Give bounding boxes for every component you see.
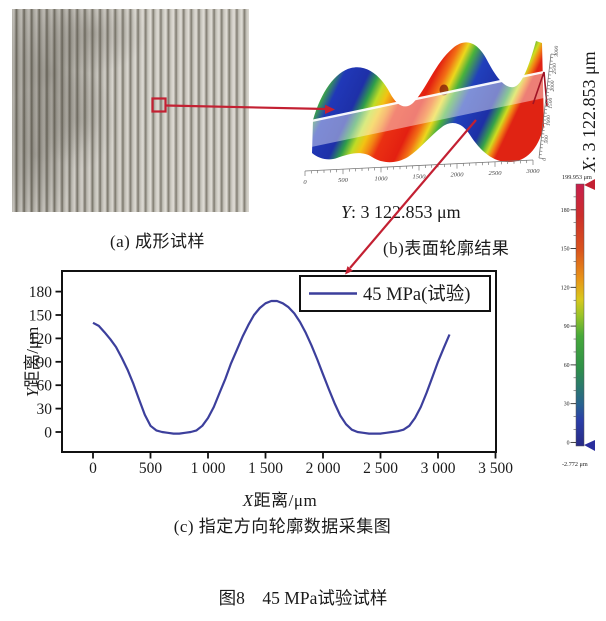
x-axis-title: X距离/μm: [242, 491, 318, 510]
y-tick-label: 0: [44, 425, 52, 442]
y-tick-label: 120: [29, 331, 53, 348]
annotation-x-range: X: 3 122.853 μm: [579, 8, 600, 172]
legend-label: 45 MPa(试验): [363, 284, 470, 305]
x-tick-label: 2 500: [363, 460, 398, 477]
legend: 45 MPa(试验): [299, 275, 491, 312]
axis3d-right-tick: [540, 140, 546, 142]
section-edge-lines: [532, 71, 548, 107]
axis3d-right-label: 0: [542, 158, 548, 161]
panel-a-caption: (a) 成形试样: [109, 232, 206, 251]
axis3d-right-tick: [542, 122, 548, 125]
colorbar-tick-label: 180: [561, 208, 570, 214]
x-tick-label: 1 500: [248, 460, 283, 477]
colorbar-ticks: 180 150 120 90 60 30 0: [561, 196, 576, 446]
axis3d-right-tick: [550, 53, 556, 55]
annotation-y-range: Y: 3 122.853 μm: [341, 202, 461, 223]
annotation-y-var: Y: [341, 202, 352, 222]
section-line: [296, 70, 545, 126]
colorbar-gradient: [575, 183, 585, 447]
axis3d-bottom-label: 500: [338, 177, 349, 184]
colorbar-tick-label: 30: [564, 402, 570, 408]
colorbar-max-marker: [584, 179, 595, 190]
x-tick-label: 3 500: [478, 460, 513, 477]
axis3d-right-tick: [546, 88, 552, 90]
y-tick-label: 150: [29, 308, 53, 325]
plot-dynamic: 0 500 1 000 1 500 2 000 2 500 3 000 3 500 0 30 60 9…: [29, 284, 513, 477]
axis3d-bottom-label: 0: [303, 179, 307, 186]
axis3d-right-tick: [544, 105, 550, 107]
x-tick-label: 3 000: [421, 460, 456, 477]
y-tick-label: 180: [29, 284, 53, 301]
axis3d-bottom-label: 1000: [375, 175, 389, 182]
axis3d-right-label: 3000: [554, 46, 560, 58]
panel-b-caption: (b)表面轮廓结果: [383, 239, 510, 258]
axis3d-bottom-label: 3000: [526, 168, 541, 175]
annotation-x-text: : 3 122.853 μm: [579, 51, 599, 161]
colorbar-tick-label: 90: [564, 324, 570, 330]
y-tick-label: 90: [37, 354, 53, 371]
axis3d-right-label: 2000: [550, 80, 556, 91]
colorbar-tick-label: 120: [561, 285, 570, 291]
colorbar: 199.953 μm 180 150 120 90 60 30 0 -2.772 μm: [561, 174, 595, 468]
annotation-y-text: : 3 122.853 μm: [351, 202, 461, 222]
axis3d-right-label: 1500: [548, 98, 554, 109]
axis3d-bottom-label: 2000: [451, 172, 465, 179]
y-tick-label: 30: [37, 401, 53, 418]
x-tick-label: 500: [139, 460, 163, 477]
axis3d-right-tick: [538, 157, 544, 159]
colorbar-tick-label: 0: [567, 440, 570, 446]
profile-plot: 0 500 1 000 1 500 2 000 2 500 3 000 3 500 0 30 60 9…: [23, 270, 513, 477]
x-tick-label: 1 000: [191, 460, 226, 477]
x-tick-label: 2 000: [306, 460, 341, 477]
figure-caption: 图8 45 MPa试验试样: [218, 588, 388, 608]
colorbar-tick-label: 150: [561, 247, 570, 253]
colorbar-min-label: -2.772 μm: [562, 461, 588, 468]
axis3d-right-tick: [548, 70, 554, 73]
axis3d-bottom-label: 2500: [489, 170, 503, 177]
y-axis-title: Y距离/μm: [23, 327, 42, 398]
annotation-x-var: X: [579, 161, 599, 172]
surface-3d-plot: 0 500 1000 1500 2000 2500 3000 0 500 1000 1500 2000…: [296, 41, 560, 186]
axis3d-right-label: 500: [544, 135, 550, 144]
axis3d-right-label: 1000: [546, 115, 552, 126]
panel-c-caption: (c) 指定方向轮廓数据采集图: [173, 517, 392, 536]
x-tick-label: 0: [89, 460, 97, 477]
axis3d-bottom-label: 1500: [413, 174, 427, 181]
colorbar-max-label: 199.953 μm: [562, 174, 592, 181]
colorbar-min-marker: [584, 440, 595, 451]
profile-curve: [92, 299, 451, 435]
colorbar-tick-label: 60: [564, 363, 570, 369]
y-tick-label: 60: [37, 378, 53, 395]
specimen-photo: [12, 9, 249, 212]
axis3d-right-label: 2500: [552, 63, 558, 74]
